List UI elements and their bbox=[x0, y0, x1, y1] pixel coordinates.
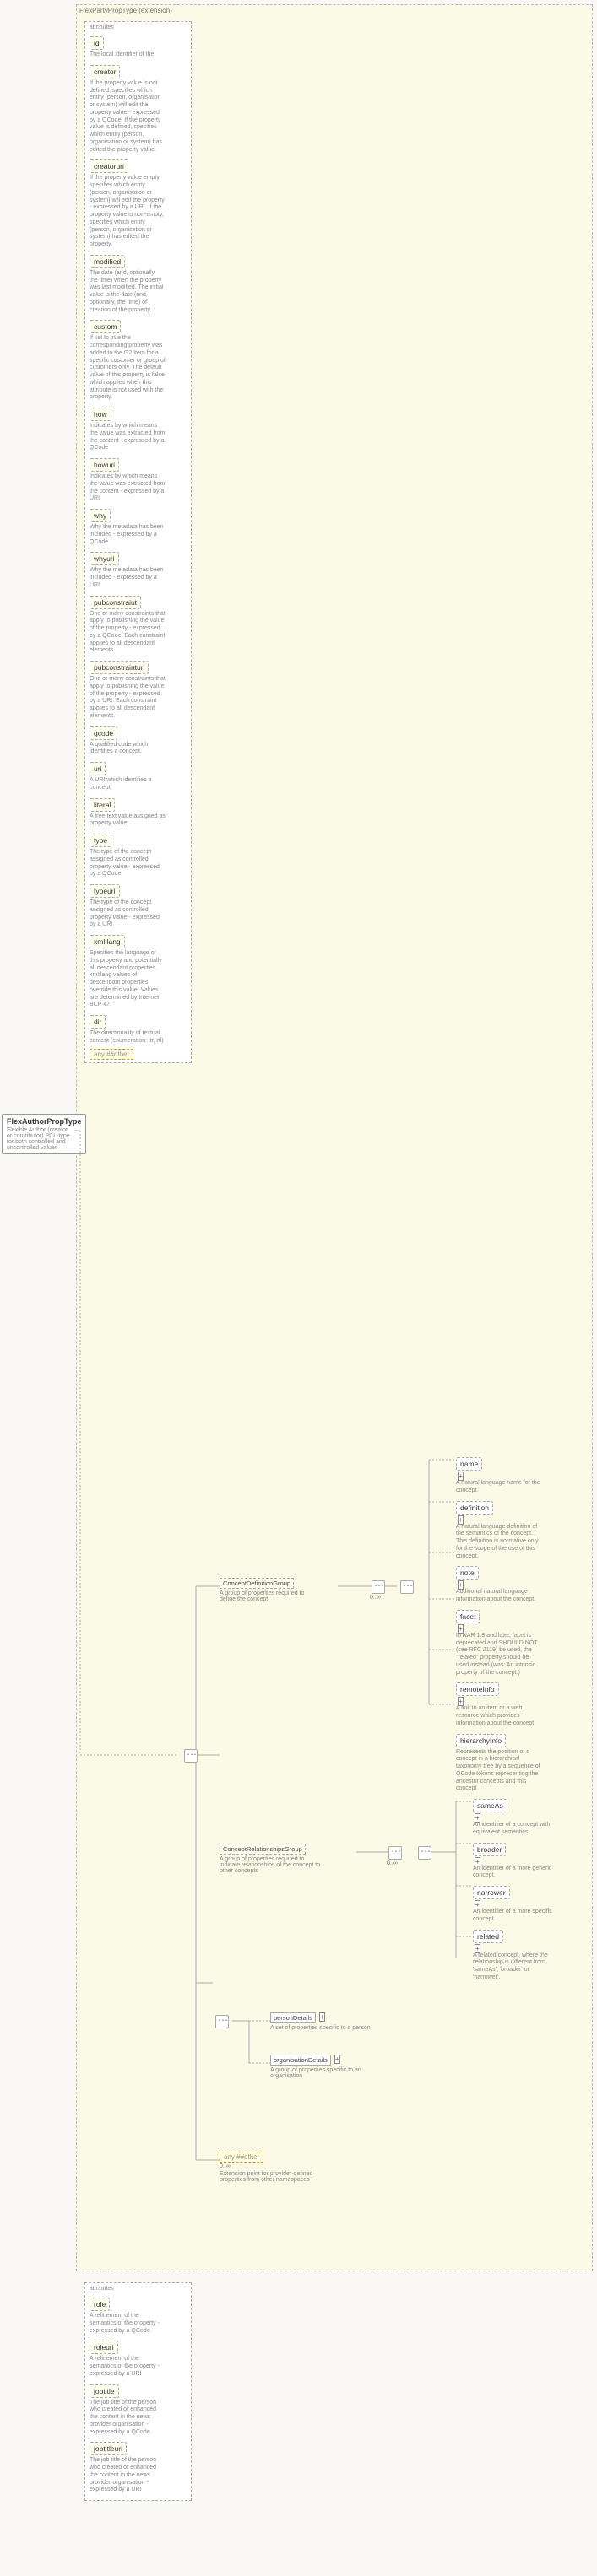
attr-jobtitle: jobtitle bbox=[90, 2384, 119, 2398]
elem-narrower: narrower bbox=[473, 1886, 510, 1899]
rel-choice bbox=[418, 1846, 431, 1860]
concept-relationships-group: ConceptRelationshipsGroup A group of pro… bbox=[220, 1844, 321, 1874]
attr-how: how bbox=[90, 408, 111, 421]
attr-creatoruri: creatoruri bbox=[90, 159, 128, 173]
organisation-details: organisationDetails + A group of propert… bbox=[270, 2055, 372, 2079]
extension-label: FlexPartyPropType (extension) bbox=[79, 7, 172, 14]
elem-broader: broader bbox=[473, 1843, 506, 1856]
person-org-choice bbox=[215, 2015, 229, 2028]
attr-typeuri: typeuri bbox=[90, 884, 120, 898]
attr-roleuri: roleuri bbox=[90, 2341, 118, 2354]
bottom-attributes-panel: attributes roleA refinement of the seman… bbox=[84, 2282, 192, 2501]
elem-remoteInfo: remoteInfo bbox=[456, 1682, 499, 1696]
concept-definition-group: ConceptDefinitionGroup A group of proper… bbox=[220, 1578, 321, 1602]
attr-jobtitleuri: jobtitleuri bbox=[90, 2442, 127, 2455]
attr-xml:lang: xml:lang bbox=[90, 935, 125, 948]
root-type: FlexAuthorPropType Flexible Author (crea… bbox=[2, 1114, 86, 1154]
attr-uri: uri bbox=[90, 762, 106, 775]
attr-qcode: qcode bbox=[90, 726, 117, 740]
attr-dir: dir bbox=[90, 1015, 106, 1029]
attr-literal: literal bbox=[90, 798, 115, 812]
plus-icon[interactable]: + bbox=[334, 2055, 340, 2064]
attr-modified: modified bbox=[90, 255, 125, 268]
attr-custom: custom bbox=[90, 320, 121, 333]
elem-related: related bbox=[473, 1930, 503, 1943]
attr-why: why bbox=[90, 509, 111, 522]
attr-creator: creator bbox=[90, 65, 120, 78]
attr-pubconstrainturi: pubconstrainturi bbox=[90, 661, 149, 674]
def-joint bbox=[372, 1580, 385, 1594]
def-seq bbox=[400, 1580, 414, 1594]
sequence-joint bbox=[184, 1749, 198, 1763]
rel-joint bbox=[388, 1846, 402, 1860]
plus-icon[interactable]: + bbox=[319, 2012, 325, 2022]
attr-howuri: howuri bbox=[90, 458, 119, 472]
elem-sameAs: sameAs bbox=[473, 1799, 507, 1812]
attr-type: type bbox=[90, 834, 111, 847]
elem-definition: definition bbox=[456, 1501, 493, 1515]
person-details: personDetails + A set of properties spec… bbox=[270, 2012, 372, 2031]
elem-hierarchyInfo: hierarchyInfo bbox=[456, 1734, 506, 1747]
elem-note: note bbox=[456, 1566, 479, 1580]
attr-pubconstraint: pubconstraint bbox=[90, 596, 141, 609]
elem-name: name bbox=[456, 1457, 482, 1471]
attr-whyuri: whyuri bbox=[90, 552, 119, 565]
attr-id: id bbox=[90, 36, 104, 50]
extension-point: any ##other 0..∞ Extension point for pro… bbox=[220, 2152, 321, 2183]
attributes-panel: attributes idThe local identifier of the… bbox=[84, 21, 192, 1063]
attr-role: role bbox=[90, 2298, 110, 2311]
elem-facet: facet bbox=[456, 1610, 480, 1623]
